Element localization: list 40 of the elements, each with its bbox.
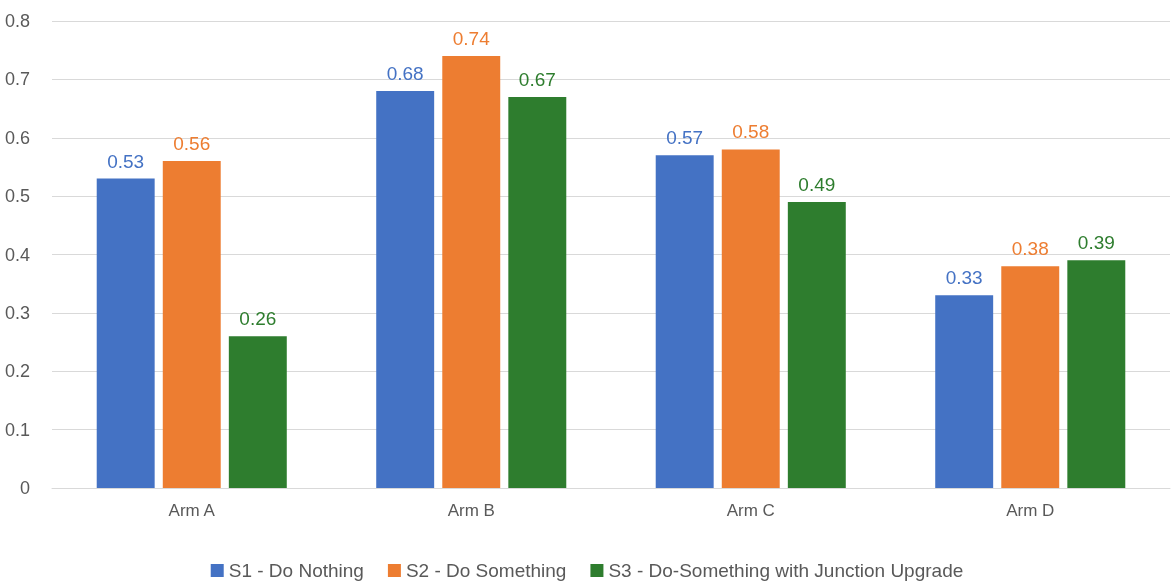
bar — [787, 201, 846, 488]
data-label: 0.74 — [452, 28, 491, 50]
legend-label: S3 - Do-Something with Junction Upgrade — [608, 560, 964, 581]
data-label: 0.57 — [666, 127, 704, 149]
y-tick-label: 0.2 — [4, 361, 30, 382]
y-tick-label: 0.4 — [4, 244, 30, 265]
data-label: 0.39 — [1077, 232, 1115, 254]
data-label: 0.26 — [239, 308, 277, 330]
x-tick-label: Arm D — [1006, 501, 1055, 520]
bar — [655, 155, 714, 488]
x-tick-label: Arm C — [726, 501, 775, 520]
bar — [1067, 260, 1126, 488]
y-tick-label: 0.3 — [4, 302, 30, 323]
data-label: 0.56 — [173, 133, 211, 155]
y-tick-label: 0.7 — [4, 69, 30, 90]
data-label: 0.53 — [107, 150, 145, 172]
y-tick-label: 0 — [19, 478, 30, 498]
bar — [442, 56, 501, 488]
y-tick-label: 0.6 — [4, 127, 30, 148]
x-tick-label: Arm A — [168, 501, 216, 520]
legend-label: S2 - Do Something — [405, 560, 567, 581]
bar — [162, 161, 221, 488]
data-label: 0.33 — [945, 267, 983, 289]
data-label: 0.68 — [386, 63, 424, 85]
y-tick-label: 0.8 — [4, 11, 30, 31]
bar — [935, 295, 994, 488]
bar — [96, 178, 155, 488]
bar — [376, 91, 435, 488]
y-tick-label: 0.1 — [4, 419, 30, 440]
data-label: 0.38 — [1011, 238, 1049, 260]
y-tick-label: 0.5 — [4, 186, 30, 207]
x-tick-label: Arm B — [447, 501, 495, 520]
bar — [1001, 266, 1060, 488]
data-label: 0.58 — [732, 121, 770, 143]
data-label: 0.67 — [518, 68, 556, 90]
data-label: 0.49 — [798, 173, 836, 195]
bar — [228, 336, 287, 488]
bar — [721, 149, 780, 488]
bar — [508, 96, 567, 488]
legend-label: S1 - Do Nothing — [228, 560, 364, 581]
